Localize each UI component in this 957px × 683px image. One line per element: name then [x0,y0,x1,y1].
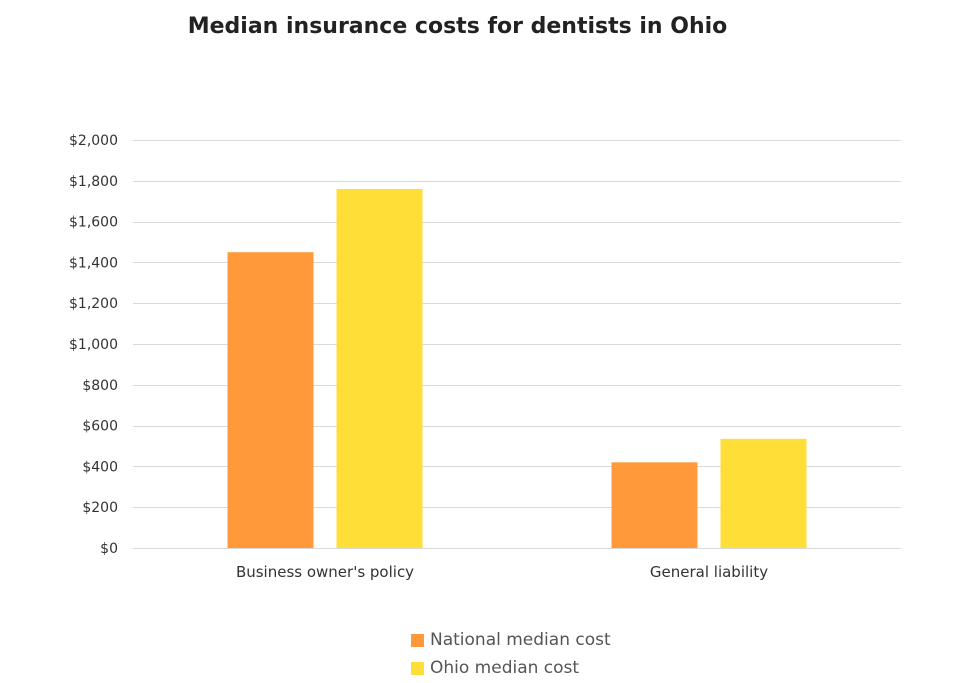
legend-item-national: National median cost [411,626,611,654]
y-tick-label: $1,000 [69,337,118,353]
legend: National median cost Ohio median cost [411,626,611,682]
bar-national-1 [611,462,698,548]
x-category-label: General liability [650,563,768,581]
y-tick-label: $800 [82,378,118,394]
y-tick-label: $1,800 [69,174,118,190]
y-tick-label: $1,600 [69,215,118,231]
legend-swatch-national [411,633,424,647]
y-tick-label: $1,400 [69,255,118,271]
y-tick-label: $400 [82,459,118,475]
bars [227,188,807,548]
bar-ohio-1 [720,438,807,548]
chart-title: Median insurance costs for dentists in O… [187,14,728,39]
y-tick-label: $2,000 [69,133,118,149]
bar-national-0 [227,252,314,548]
legend-item-ohio: Ohio median cost [411,654,611,682]
legend-label-national: National median cost [430,630,611,650]
y-axis-ticks: $0 $200 $400 $600 $800 $1,000 $1,200 $1,400 $1,6… [69,133,118,557]
y-tick-label: $600 [82,419,118,435]
bar-ohio-0 [336,188,423,548]
x-axis-categories: Business owner's policy General liability [236,563,768,581]
x-category-label: Business owner's policy [236,563,414,581]
legend-label-ohio: Ohio median cost [430,658,580,678]
y-tick-label: $1,200 [69,296,118,312]
legend-swatch-ohio [411,661,424,675]
y-tick-label: $200 [82,500,118,516]
y-tick-label: $0 [100,541,118,557]
